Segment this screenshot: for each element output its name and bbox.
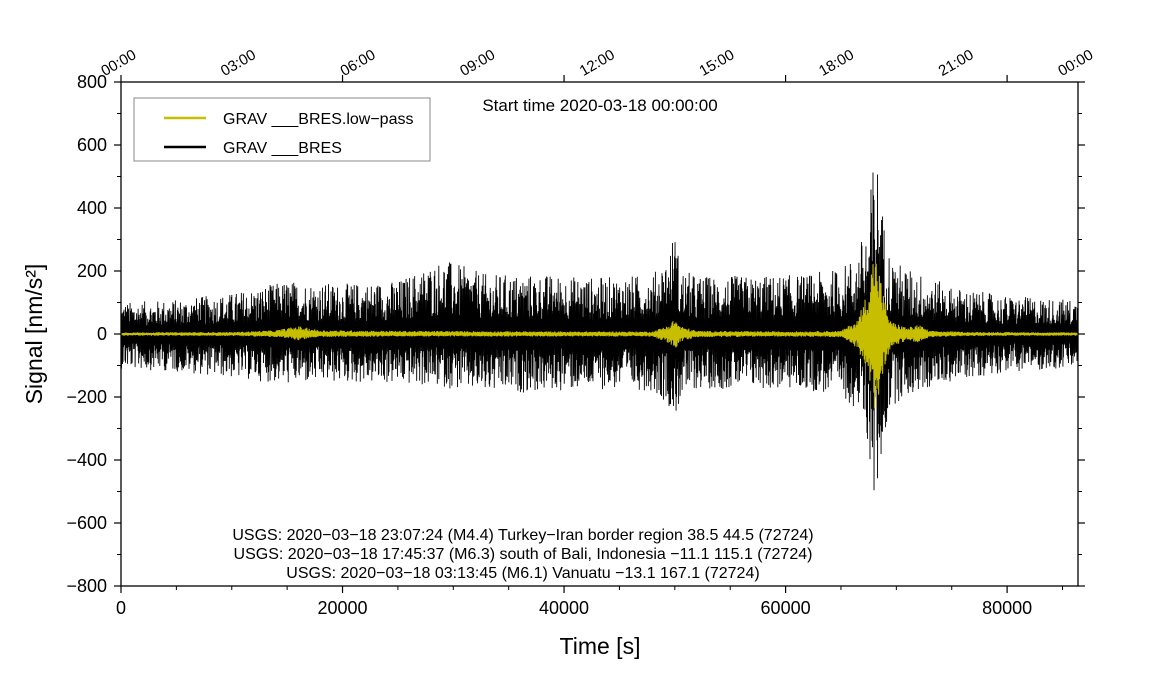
x-tick-label: 80000 (982, 598, 1032, 618)
annotation-3: USGS: 2020−03−18 03:13:45 (M6.1) Vanuatu… (286, 565, 759, 582)
y-tick-label: 0 (97, 324, 107, 344)
legend-label-raw: GRAV ___BRES (223, 140, 342, 157)
legend: GRAV ___BRES.low−pass GRAV ___BRES (133, 97, 431, 162)
x-tick-label: 60000 (761, 598, 811, 618)
series-lowpass-trace (121, 263, 1078, 408)
y-tick-label: −600 (66, 513, 107, 533)
legend-label-lowpass: GRAV ___BRES.low−pass (223, 111, 413, 128)
x-tick-label: 40000 (539, 598, 589, 618)
annotation-1: USGS: 2020−03−18 23:07:24 (M4.4) Turkey−… (232, 527, 813, 544)
x-axis-title: Time [s] (560, 633, 641, 659)
y-tick-label: 200 (77, 261, 107, 281)
series-layer (121, 172, 1078, 491)
x-tick-label: 20000 (317, 598, 367, 618)
annotation-2: USGS: 2020−03−18 17:45:37 (M6.3) south o… (234, 546, 813, 563)
chart-title: Start time 2020-03-18 00:00:00 (482, 96, 717, 115)
y-tick-label: 400 (77, 198, 107, 218)
y-tick-label: −200 (66, 387, 107, 407)
y-axis-title: Signal [nm/s²] (21, 264, 47, 405)
y-tick-label: 600 (77, 135, 107, 155)
x-tick-label: 0 (116, 598, 126, 618)
y-tick-label: 800 (77, 72, 107, 92)
y-tick-label: −400 (66, 450, 107, 470)
y-tick-label: −800 (66, 576, 107, 596)
legend-box (133, 97, 431, 162)
